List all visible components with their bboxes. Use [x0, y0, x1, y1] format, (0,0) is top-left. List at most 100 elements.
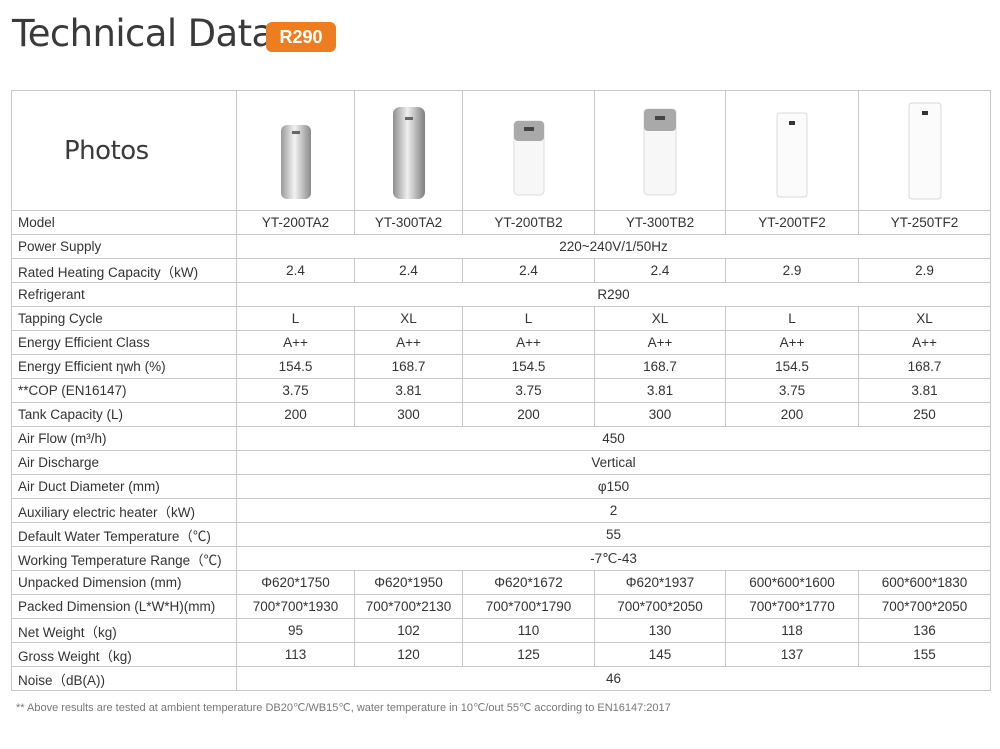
spec-value-shared: 220~240V/1/50Hz: [236, 234, 991, 259]
spec-value: YT-250TF2: [858, 210, 991, 235]
spec-label: Energy Efficient ηwh (%): [11, 354, 237, 379]
spec-value-shared: 55: [236, 522, 991, 547]
spec-value: 168.7: [354, 354, 463, 379]
spec-label: Unpacked Dimension (mm): [11, 570, 237, 595]
spec-value: 136: [858, 618, 991, 643]
spec-value: 3.75: [462, 378, 595, 403]
spec-value-shared: 450: [236, 426, 991, 451]
spec-row: Gross Weight（kg) 113 120 125 145 137 155: [11, 642, 991, 667]
spec-value: 700*700*2050: [594, 594, 726, 619]
spec-row: Rated Heating Capacity（kW) 2.4 2.4 2.4 2.4 2.…: [11, 258, 991, 283]
spec-value: 300: [594, 402, 726, 427]
spec-value: 200: [462, 402, 595, 427]
spec-value: YT-300TB2: [594, 210, 726, 235]
spec-value: A++: [462, 330, 595, 355]
spec-value: A++: [594, 330, 726, 355]
spec-value: 154.5: [236, 354, 355, 379]
spec-value: 137: [725, 642, 859, 667]
spec-label: Gross Weight（kg): [11, 642, 237, 667]
spec-value: 168.7: [858, 354, 991, 379]
spec-value: YT-200TF2: [725, 210, 859, 235]
spec-value-shared: 2: [236, 498, 991, 523]
spec-value-shared: 46: [236, 666, 991, 691]
spec-value: 200: [236, 402, 355, 427]
spec-value: 120: [354, 642, 463, 667]
photos-row: Photos: [11, 90, 991, 211]
spec-value: 102: [354, 618, 463, 643]
product-photo-yt-200tb2: [462, 90, 595, 211]
spec-value: 110: [462, 618, 595, 643]
spec-value: YT-300TA2: [354, 210, 463, 235]
spec-label: Working Temperature Range（℃): [11, 546, 237, 571]
page-title: Technical Data: [12, 12, 274, 55]
spec-value-shared: φ150: [236, 474, 991, 499]
spec-label: Air Duct Diameter (mm): [11, 474, 237, 499]
spec-value: 95: [236, 618, 355, 643]
spec-row: Net Weight（kg) 95 102 110 130 118 136: [11, 618, 991, 643]
spec-value: 3.81: [594, 378, 726, 403]
spec-value: A++: [354, 330, 463, 355]
spec-value: 2.4: [236, 258, 355, 283]
spec-value: 3.81: [858, 378, 991, 403]
spec-value: 2.4: [462, 258, 595, 283]
product-photo-yt-200tf2: [725, 90, 859, 211]
spec-row: Power Supply 220~240V/1/50Hz: [11, 234, 991, 259]
spec-value: 700*700*1770: [725, 594, 859, 619]
spec-value: 600*600*1600: [725, 570, 859, 595]
spec-row: **COP (EN16147) 3.75 3.81 3.75 3.81 3.75 3.81: [11, 378, 991, 403]
product-photo-yt-300tb2: [594, 90, 726, 211]
spec-label: **COP (EN16147): [11, 378, 237, 403]
spec-row: Unpacked Dimension (mm) Φ620*1750 Φ620*195…: [11, 570, 991, 595]
spec-label: Net Weight（kg): [11, 618, 237, 643]
spec-value: 700*700*2130: [354, 594, 463, 619]
footnote: ** Above results are tested at ambient t…: [16, 702, 671, 714]
spec-value: 2.9: [725, 258, 859, 283]
spec-value: 3.75: [236, 378, 355, 403]
spec-value-shared: Vertical: [236, 450, 991, 475]
spec-value: 154.5: [725, 354, 859, 379]
product-photo-yt-200ta2: [236, 90, 355, 211]
spec-row: Tank Capacity (L) 200 300 200 300 200 250: [11, 402, 991, 427]
spec-value: 125: [462, 642, 595, 667]
spec-value: 600*600*1830: [858, 570, 991, 595]
spec-label: Energy Efficient Class: [11, 330, 237, 355]
spec-value: XL: [594, 306, 726, 331]
spec-value: L: [725, 306, 859, 331]
spec-row: Energy Efficient Class A++ A++ A++ A++ A++ A++: [11, 330, 991, 355]
spec-row: Air Duct Diameter (mm) φ150: [11, 474, 991, 499]
spec-row: Packed Dimension (L*W*H)(mm) 700*700*1930…: [11, 594, 991, 619]
spec-value: 300: [354, 402, 463, 427]
spec-value: 130: [594, 618, 726, 643]
spec-label: Rated Heating Capacity（kW): [11, 258, 237, 283]
photos-label: Photos: [11, 90, 237, 211]
spec-row: Model YT-200TA2 YT-300TA2 YT-200TB2 YT-300TB…: [11, 210, 991, 235]
spec-value: 118: [725, 618, 859, 643]
spec-value: Φ620*1937: [594, 570, 726, 595]
spec-label: Air Flow (m³/h): [11, 426, 237, 451]
spec-value: L: [462, 306, 595, 331]
spec-value-shared: -7℃-43: [236, 546, 991, 571]
spec-row: Energy Efficient ηwh (%) 154.5 168.7 154.5 1…: [11, 354, 991, 379]
spec-value: YT-200TB2: [462, 210, 595, 235]
spec-label: Default Water Temperature（℃): [11, 522, 237, 547]
spec-value: 145: [594, 642, 726, 667]
spec-label: Tank Capacity (L): [11, 402, 237, 427]
spec-label: Refrigerant: [11, 282, 237, 307]
spec-label: Power Supply: [11, 234, 237, 259]
refrigerant-badge: R290: [266, 22, 336, 52]
spec-value: 700*700*2050: [858, 594, 991, 619]
spec-value-shared: R290: [236, 282, 991, 307]
product-photo-yt-300ta2: [354, 90, 463, 211]
spec-row: Noise（dB(A)) 46: [11, 666, 991, 691]
spec-value: A++: [858, 330, 991, 355]
spec-value: 168.7: [594, 354, 726, 379]
spec-value: 2.4: [594, 258, 726, 283]
spec-value: 113: [236, 642, 355, 667]
product-photo-yt-250tf2: [858, 90, 991, 211]
spec-label: Noise（dB(A)): [11, 666, 237, 691]
spec-row: Refrigerant R290: [11, 282, 991, 307]
spec-row: Working Temperature Range（℃) -7℃-43: [11, 546, 991, 571]
spec-value: L: [236, 306, 355, 331]
spec-value: 700*700*1930: [236, 594, 355, 619]
spec-value: A++: [725, 330, 859, 355]
